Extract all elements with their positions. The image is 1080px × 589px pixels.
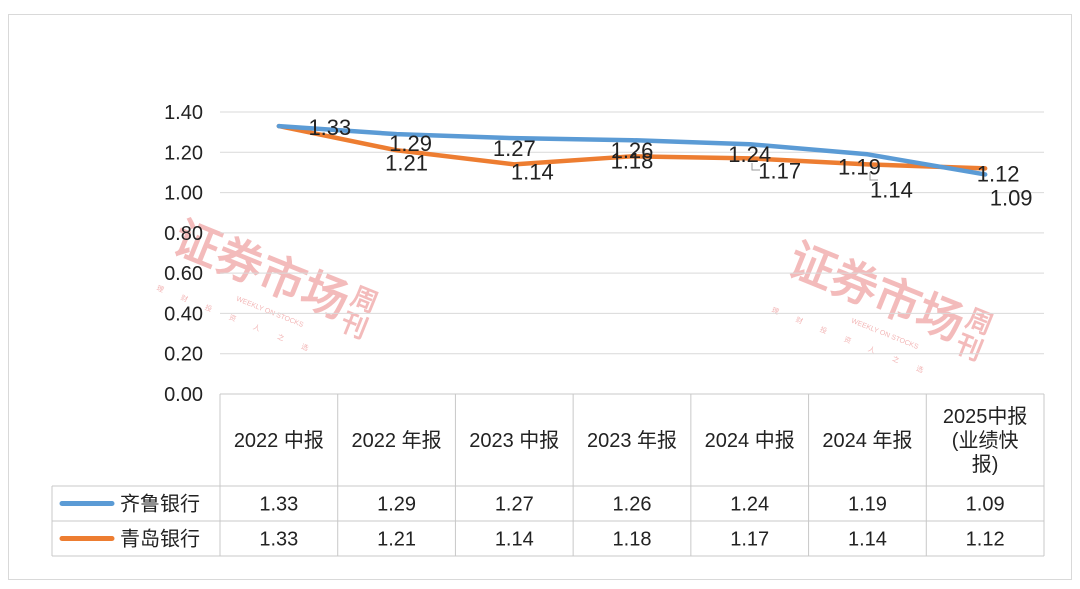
category-label: 2024 年报 [822, 429, 912, 452]
data-label-1: 1.26 [611, 138, 654, 163]
watermark-motto-char: 投 [204, 303, 214, 314]
data-label-2: 1.21 [385, 150, 428, 175]
table-cell: 1.24 [730, 494, 769, 516]
leader-line [869, 172, 878, 181]
category-label: 2024 中报 [705, 429, 795, 452]
data-label-2: 1.18 [611, 148, 654, 173]
table-cell: 1.18 [613, 529, 652, 551]
category-label: 2022 年报 [352, 429, 442, 452]
table-cell: 1.21 [377, 529, 416, 551]
data-label-1: 1.27 [493, 136, 536, 161]
watermark-motto-char: 投 [819, 325, 829, 336]
data-label-2: 1.14 [870, 177, 913, 202]
data-label-1: 1.19 [838, 154, 881, 179]
data-label-1: 1.29 [389, 131, 432, 156]
y-tick-label: 0.60 [164, 263, 203, 285]
table-cell: 1.14 [848, 529, 887, 551]
y-tick-label: 1.00 [164, 183, 203, 205]
data-label-2: 1.12 [977, 161, 1020, 186]
series-line-2 [276, 123, 988, 171]
y-tick-label: 0.20 [164, 344, 203, 366]
watermark-motto-char: 理 [770, 306, 779, 316]
data-label-2: 1.17 [758, 158, 801, 183]
table-cell: 1.33 [259, 529, 298, 551]
data-labels: 1.29 1.27 1.26 1.24 1.19 1.09 1.33 1.21 1.14 1.18… [308, 115, 1032, 210]
watermark-motto-char: 财 [179, 293, 189, 304]
chart-frame [8, 14, 1072, 580]
data-table: 2022 中报 2022 年报 2023 中报 2023 年报 2024 中报 2024 … [51, 393, 1045, 557]
y-axis-ticks: 0.00 0.20 0.40 0.60 0.80 1.00 1.20 1.40 [164, 102, 203, 406]
watermark-motto-char: 资 [228, 312, 238, 323]
table-cell: 1.12 [966, 529, 1005, 551]
data-label-1: 1.24 [728, 142, 771, 167]
watermark-motto-char: 选 [915, 364, 925, 375]
data-label-1: 1.09 [990, 185, 1033, 210]
y-tick-label: 0.00 [164, 384, 203, 406]
table-cell: 1.09 [966, 494, 1005, 516]
table-cell: 1.17 [730, 529, 769, 551]
gridlines [220, 111, 1044, 355]
y-tick-label: 0.40 [164, 303, 203, 325]
table-cell: 1.27 [495, 494, 534, 516]
table-cell: 1.14 [495, 529, 534, 551]
series-line-1 [276, 123, 988, 177]
legend-label-2: 青岛银行 [120, 528, 200, 551]
watermark-motto-char: 之 [276, 332, 286, 343]
table-cell: 1.33 [259, 494, 298, 516]
category-label: 2022 中报 [234, 429, 324, 452]
watermark-motto-char: 财 [794, 315, 804, 326]
y-tick-label: 1.20 [164, 142, 203, 164]
watermark-motto-char: 选 [300, 342, 310, 353]
category-label: 2025中报(业绩快报) [943, 405, 1028, 476]
watermark-motto-char: 资 [843, 334, 853, 345]
watermark-motto-char: 之 [891, 354, 901, 365]
category-label: 2023 年报 [587, 429, 677, 452]
leader-line [751, 163, 760, 171]
y-tick-label: 0.80 [164, 223, 203, 245]
y-tick-label: 1.40 [164, 102, 203, 124]
watermark-motto-char: 理 [155, 284, 164, 294]
watermark-motto-char: 人 [252, 323, 261, 333]
series-lines [276, 123, 988, 177]
watermark-motto-char: 人 [867, 345, 876, 355]
table-cell: 1.26 [613, 494, 652, 516]
table-cell: 1.19 [848, 494, 887, 516]
data-label-2: 1.33 [308, 115, 351, 140]
table-cell: 1.29 [377, 494, 416, 516]
category-label: 2023 中报 [469, 429, 559, 452]
legend-label-1: 齐鲁银行 [120, 493, 200, 516]
data-label-2: 1.14 [511, 159, 554, 184]
